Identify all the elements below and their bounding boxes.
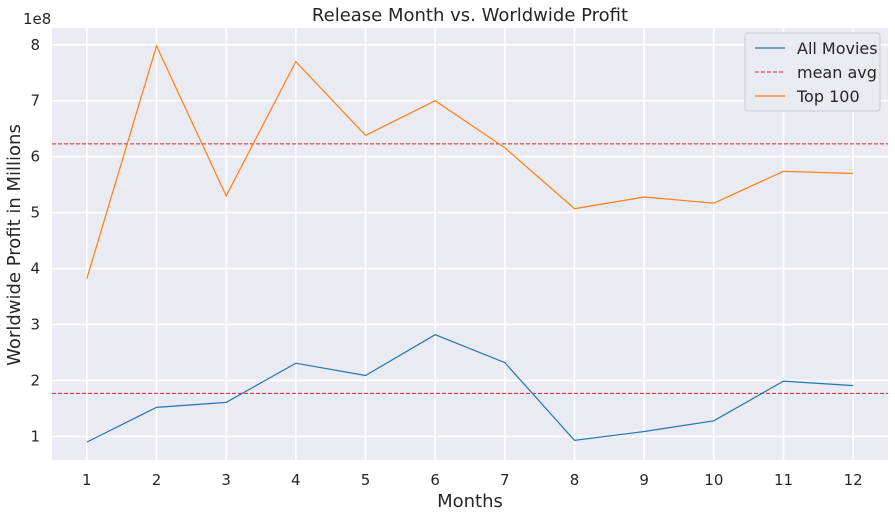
x-axis-label: Months xyxy=(437,491,503,512)
legend: All Movies mean avg Top 100 xyxy=(744,32,881,112)
legend-label-top-100: Top 100 xyxy=(796,87,860,106)
x-tick-label-1: 1 xyxy=(82,471,92,489)
x-tick-label-6: 6 xyxy=(430,471,440,489)
x-tick-label-4: 4 xyxy=(291,471,301,489)
y-axis-label: Worldwide Profit in Millions xyxy=(4,124,25,366)
x-tick-label-11: 11 xyxy=(774,471,793,489)
x-tick-label-10: 10 xyxy=(704,471,723,489)
series-line-top-100 xyxy=(86,44,854,279)
y-tick-label-6: 6 xyxy=(30,148,40,166)
legend-label-mean-avg: mean avg xyxy=(797,63,877,82)
x-tick-label-7: 7 xyxy=(500,471,510,489)
y-offset-label: 1e8 xyxy=(23,10,51,28)
reference-lines xyxy=(52,143,888,394)
y-tick-label-3: 3 xyxy=(30,316,40,334)
chart-title: Release Month vs. Worldwide Profit xyxy=(312,5,628,26)
x-tick-label-9: 9 xyxy=(639,471,649,489)
x-tick-label-8: 8 xyxy=(570,471,580,489)
grid xyxy=(52,28,888,460)
y-tick-label-2: 2 xyxy=(30,372,40,390)
y-tick-label-8: 8 xyxy=(30,36,40,54)
series-line-all-movies xyxy=(86,334,854,443)
y-tick-label-5: 5 xyxy=(30,204,40,222)
x-tick-label-5: 5 xyxy=(361,471,371,489)
y-axis-ticks: 1 2 3 4 5 6 7 8 xyxy=(30,36,40,446)
x-axis-ticks: 1 2 3 4 5 6 7 8 9 10 11 12 xyxy=(82,471,863,489)
y-tick-label-1: 1 xyxy=(30,427,40,445)
x-tick-label-3: 3 xyxy=(221,471,231,489)
y-tick-label-4: 4 xyxy=(30,260,40,278)
series-lines xyxy=(86,44,854,443)
legend-box xyxy=(744,32,881,112)
x-tick-label-2: 2 xyxy=(152,471,162,489)
legend-label-all-movies: All Movies xyxy=(797,39,878,58)
y-tick-label-7: 7 xyxy=(30,92,40,110)
x-tick-label-12: 12 xyxy=(844,471,863,489)
